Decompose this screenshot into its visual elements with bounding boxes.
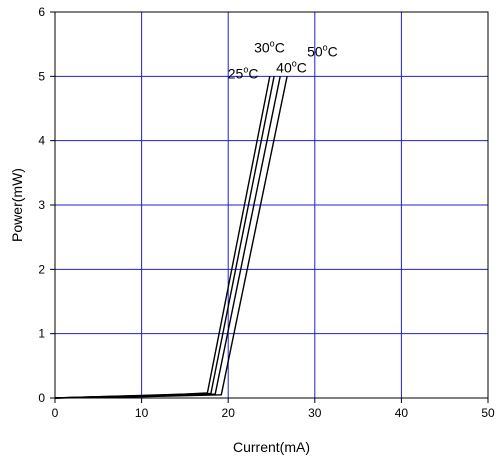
x-tick-label: 20 (222, 406, 236, 420)
series-lines (54, 76, 288, 399)
series-label: 40oC (276, 58, 307, 75)
axis-ticks: 0 10 20 30 40 50 0 1 2 3 4 5 6 (38, 5, 495, 420)
series-label-value: 30 (254, 39, 270, 55)
series-label: 25oC (228, 64, 259, 81)
series-label-degree: o (243, 64, 248, 74)
series-label-unit: C (248, 65, 258, 81)
x-tick-label: 10 (135, 406, 149, 420)
series-label-value: 50 (307, 43, 323, 59)
series-label-degree: o (323, 42, 328, 52)
y-tick-label: 1 (38, 327, 45, 341)
y-tick-label: 6 (38, 5, 45, 19)
x-axis-title: Current(mA) (233, 439, 310, 455)
series-label: 50oC (307, 42, 338, 59)
series-label-degree: o (292, 58, 297, 68)
y-tick-label: 4 (38, 134, 45, 148)
y-axis-title: Power(mW) (9, 168, 25, 242)
series-label-unit: C (328, 43, 338, 59)
series-line (54, 76, 288, 399)
series-label-value: 40 (276, 59, 292, 75)
series-label-unit: C (297, 59, 307, 75)
series-label-unit: C (275, 39, 285, 55)
series-line (54, 76, 275, 399)
series-line (54, 76, 271, 399)
x-tick-label: 0 (52, 406, 59, 420)
series-label-value: 25 (228, 65, 244, 81)
series-line (54, 76, 281, 399)
series-label: 30oC (254, 38, 285, 55)
x-tick-label: 30 (308, 406, 322, 420)
y-tick-label: 3 (38, 198, 45, 212)
y-tick-label: 2 (38, 262, 45, 276)
x-tick-label: 40 (395, 406, 409, 420)
y-tick-label: 5 (38, 69, 45, 83)
grid (55, 12, 488, 398)
y-tick-label: 0 (38, 391, 45, 405)
series-label-degree: o (270, 38, 275, 48)
x-tick-label: 50 (481, 406, 495, 420)
